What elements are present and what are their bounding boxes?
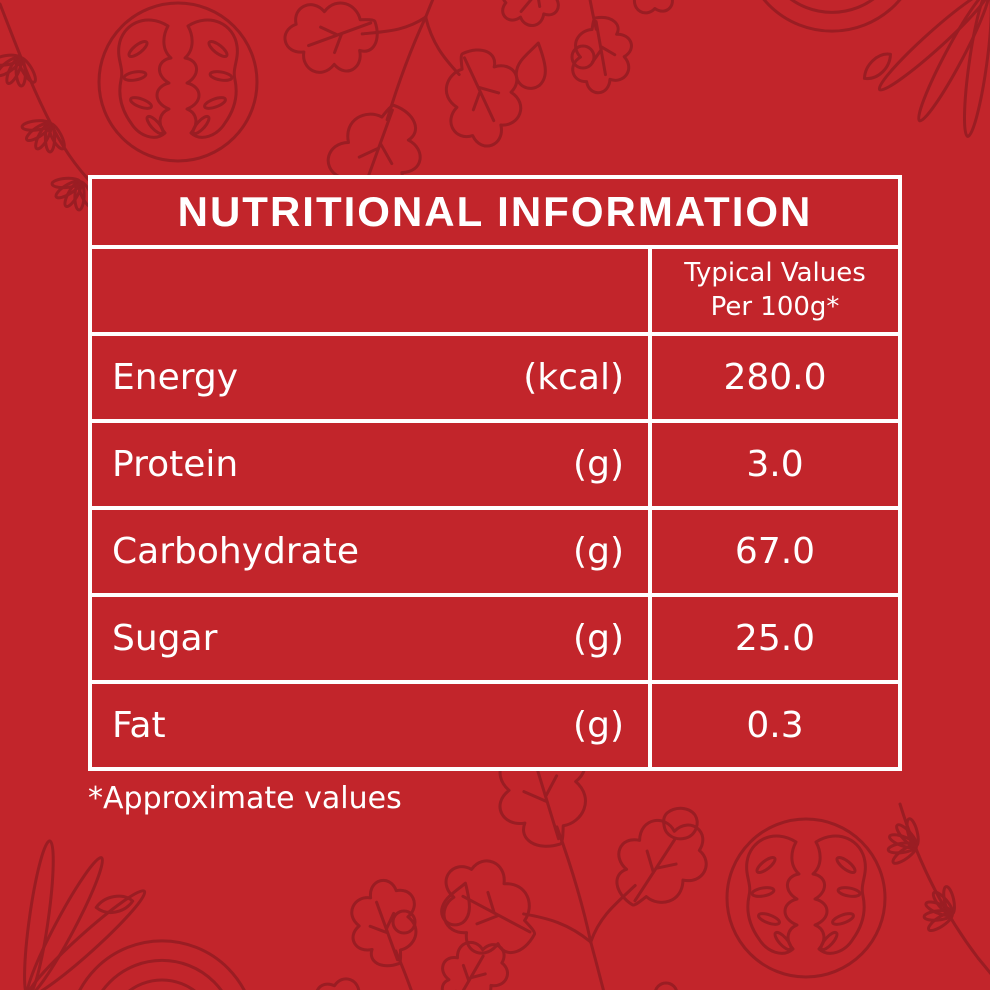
long-petals-illustration (869, 0, 990, 152)
nutrition-table: NUTRITIONAL INFORMATION Typical Values P… (88, 175, 902, 771)
tomato-slice-illustration (727, 819, 885, 977)
circle-seed-icon (570, 44, 596, 70)
row-value: 280.0 (723, 357, 827, 398)
empty-header-cell (92, 249, 652, 332)
typical-values-header: Typical Values Per 100g* (652, 249, 898, 332)
row-unit: (g) (573, 444, 624, 485)
table-row-fat: Fat (g) 0.3 (92, 680, 898, 767)
table-row-carbohydrate: Carbohydrate (g) 67.0 (92, 506, 898, 593)
row-unit: (g) (573, 618, 624, 659)
onion-rings-illustration (741, 0, 923, 33)
parsley-leaf-illustration (478, 0, 701, 103)
table-row-sugar: Sugar (g) 25.0 (92, 593, 898, 680)
row-label: Energy (112, 357, 239, 398)
row-value: 3.0 (746, 444, 804, 485)
approximate-values-footnote: *Approximate values (88, 781, 402, 816)
row-label: Sugar (112, 618, 218, 659)
row-label: Carbohydrate (112, 531, 359, 572)
table-row-protein: Protein (g) 3.0 (92, 419, 898, 506)
leaf-seed-icon (93, 888, 136, 920)
row-value: 67.0 (734, 531, 816, 572)
typical-values-line1: Typical Values (684, 257, 866, 288)
droplet-seed-icon (514, 40, 552, 91)
row-value: 0.3 (746, 705, 804, 746)
table-title: NUTRITIONAL INFORMATION (177, 188, 813, 235)
table-row-energy: Energy (kcal) 280.0 (92, 332, 898, 419)
row-value: 25.0 (734, 618, 816, 659)
row-unit: (g) (573, 705, 624, 746)
row-unit: (kcal) (523, 357, 624, 398)
tomato-slice-illustration (99, 3, 257, 161)
circle-seed-icon (653, 981, 679, 990)
typical-values-line2: Per 100g* (710, 291, 840, 322)
leaf-seed-icon (857, 50, 898, 82)
flower-sprig-illustration (881, 804, 990, 990)
column-header-row: Typical Values Per 100g* (92, 245, 898, 332)
row-unit: (g) (573, 531, 624, 572)
row-label: Protein (112, 444, 239, 485)
row-label: Fat (112, 705, 166, 746)
